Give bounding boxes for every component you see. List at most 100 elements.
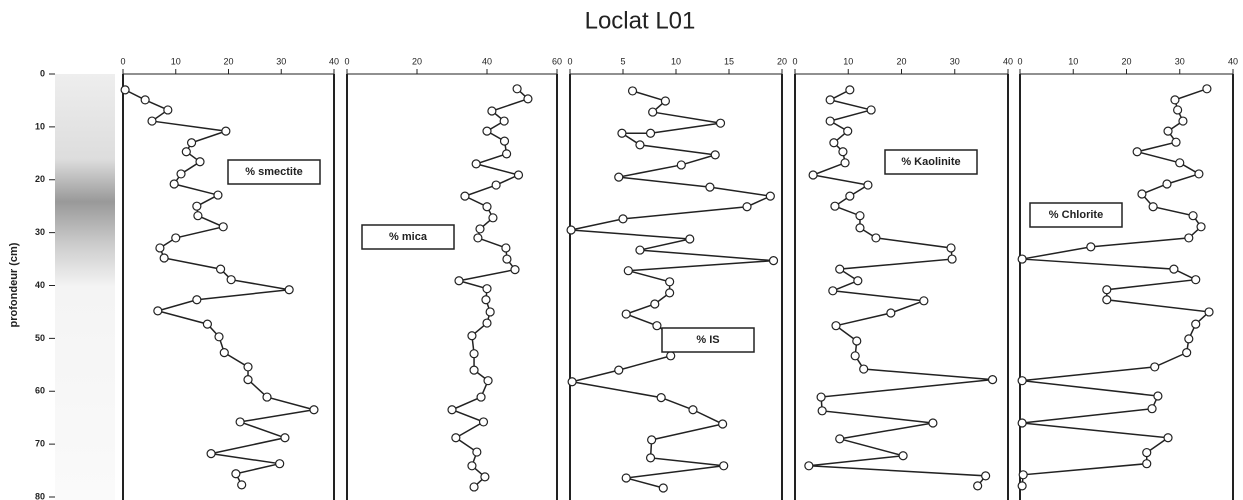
data-point: [491, 180, 501, 190]
data-point: [845, 85, 855, 95]
data-point: [1162, 179, 1172, 189]
annotation-box: [661, 327, 755, 353]
y-tick-label: 30: [35, 227, 45, 237]
data-point: [499, 136, 510, 146]
data-point: [627, 86, 638, 96]
data-point: [1173, 105, 1183, 115]
annotation-box: [361, 224, 455, 250]
data-point: [804, 461, 814, 471]
data-point: [195, 157, 205, 167]
data-point: [718, 419, 728, 429]
data-point: [886, 308, 896, 318]
data-point: [155, 243, 165, 253]
data-point: [831, 321, 841, 331]
x-tick-label: 0: [792, 56, 797, 66]
x-tick-label: 10: [1068, 56, 1078, 66]
data-point: [647, 435, 657, 445]
data-point: [214, 332, 224, 342]
data-point: [919, 296, 929, 306]
y-tick-label: 20: [35, 174, 45, 184]
data-point: [665, 277, 675, 287]
data-point: [120, 85, 130, 95]
x-tick-label: 15: [724, 56, 734, 66]
data-point: [163, 105, 173, 115]
data-point: [685, 234, 695, 244]
data-point: [1175, 158, 1185, 168]
data-point: [614, 172, 624, 182]
x-tick-label: 20: [896, 56, 906, 66]
data-line: [1021, 88, 1211, 486]
data-point: [513, 170, 524, 180]
x-tick-label: 40: [1003, 56, 1013, 66]
data-point: [825, 95, 835, 105]
data-point: [1178, 116, 1188, 126]
data-point: [618, 214, 628, 224]
data-point: [237, 480, 247, 490]
data-point: [852, 336, 862, 346]
data-point: [1017, 481, 1027, 491]
x-tick-label: 10: [671, 56, 681, 66]
x-tick-label: 10: [171, 56, 181, 66]
data-point: [481, 295, 491, 305]
x-tick-label: 30: [276, 56, 286, 66]
data-point: [502, 149, 512, 159]
data-point: [1204, 307, 1214, 317]
data-point: [218, 222, 228, 232]
data-point: [1170, 95, 1180, 105]
data-point: [853, 276, 863, 286]
data-point: [650, 299, 660, 309]
data-point: [181, 147, 191, 157]
y-tick-label: 0: [40, 68, 45, 78]
data-point: [1202, 84, 1212, 94]
data-point: [219, 348, 229, 358]
data-point: [1196, 222, 1206, 232]
y-tick-label: 50: [35, 333, 45, 343]
data-point: [843, 126, 853, 136]
data-point: [621, 309, 631, 319]
data-point: [871, 233, 881, 243]
data-point: [169, 179, 179, 189]
data-point: [231, 469, 241, 479]
data-point: [467, 461, 477, 471]
data-point: [816, 392, 826, 402]
data-point: [665, 288, 675, 298]
data-point: [808, 170, 818, 180]
data-point: [473, 233, 483, 243]
data-point: [635, 245, 645, 255]
y-tick-label: 70: [35, 439, 45, 449]
data-point: [469, 349, 479, 359]
data-point: [206, 449, 216, 459]
x-tick-label: 20: [412, 56, 422, 66]
data-point: [973, 481, 983, 491]
data-point: [1137, 189, 1147, 199]
data-point: [1171, 137, 1181, 147]
data-point: [153, 306, 163, 316]
data-point: [828, 286, 838, 296]
data-point: [147, 116, 157, 126]
core-photo: [55, 74, 115, 500]
x-tick-label: 40: [1228, 56, 1238, 66]
annotation: % mica: [389, 231, 428, 243]
data-point: [235, 417, 245, 427]
data-point: [454, 276, 464, 286]
data-point: [480, 472, 490, 482]
x-tick-label: 0: [1017, 56, 1022, 66]
annotation: % smectite: [245, 166, 302, 178]
data-point: [176, 169, 186, 179]
data-point: [656, 392, 666, 403]
y-tick-label: 10: [35, 121, 45, 131]
data-point: [658, 483, 668, 493]
data-point: [676, 160, 686, 170]
data-point: [1147, 404, 1157, 414]
data-point: [652, 321, 662, 331]
data-point: [1017, 254, 1027, 264]
data-point: [221, 126, 231, 136]
data-point: [475, 224, 485, 234]
data-point: [471, 159, 481, 169]
data-point: [482, 126, 492, 136]
annotation: % Chlorite: [1049, 209, 1103, 221]
data-point: [1017, 418, 1027, 428]
data-point: [499, 116, 509, 126]
data-point: [488, 213, 498, 223]
data-point: [243, 362, 253, 372]
